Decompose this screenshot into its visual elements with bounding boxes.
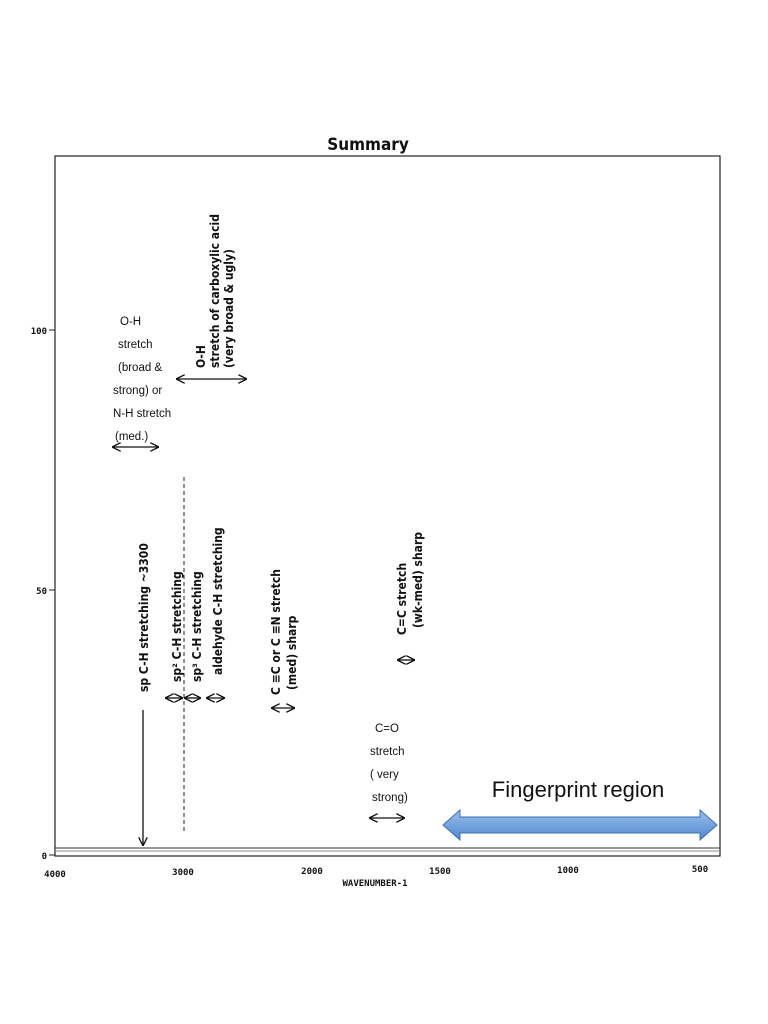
- annotation-line: (broad &: [118, 362, 162, 374]
- annotation-line: stretch: [370, 746, 405, 758]
- x-axis: 4000 3000 2000 1500 1000 500 WAVENUMBER-…: [44, 865, 708, 889]
- annotation-line: (med.): [115, 431, 148, 443]
- annotation-line: sp³ C-H stretching: [190, 571, 204, 682]
- annotation-line: (very broad & ugly): [222, 249, 236, 368]
- x-tick-label: 1000: [557, 866, 579, 876]
- annotation-line: sp² C-H stretching: [170, 571, 184, 682]
- annotation-line: aldehyde C-H stretching: [211, 527, 225, 675]
- annotation-line: (wk-med) sharp: [411, 532, 425, 628]
- x-tick-label: 4000: [44, 870, 66, 880]
- sp2-sp3-annotation: sp² C-H stretching sp³ C-H stretching: [166, 571, 204, 698]
- annotation-line: strong): [372, 792, 408, 804]
- aldehyde-annotation: aldehyde C-H stretching: [207, 527, 225, 698]
- x-tick-label: 500: [692, 865, 708, 875]
- fingerprint-region: Fingerprint region: [442, 777, 718, 842]
- x-axis-label: WAVENUMBER-1: [342, 879, 407, 889]
- oh-nh-annotation: O-H stretch (broad & strong) or N-H stre…: [113, 316, 171, 447]
- annotation-line: (med) sharp: [285, 615, 299, 690]
- triple-bond-annotation: C ≡C or C ≡N stretch (med) sharp: [269, 569, 299, 708]
- region-label: Fingerprint region: [492, 777, 664, 802]
- annotation-line: O-H: [120, 316, 141, 328]
- plot-frame: [54, 155, 721, 857]
- carboxylic-annotation: O-H stretch of carboxylic acid (very bro…: [177, 214, 246, 379]
- annotation-line: ( very: [370, 769, 399, 781]
- y-tick-label: 50: [36, 587, 47, 597]
- cc-double-annotation: C=C stretch (wk-med) sharp: [395, 532, 425, 660]
- annotation-line: C ≡C or C ≡N stretch: [269, 569, 283, 695]
- co-annotation: C=O stretch ( very strong): [370, 723, 408, 818]
- annotation-line: N-H stretch: [113, 408, 171, 420]
- x-tick-label: 1500: [429, 867, 451, 877]
- annotation-line: C=O: [375, 723, 399, 735]
- annotation-line: sp C-H stretching ~3300: [137, 543, 151, 692]
- title: Summary: [327, 135, 409, 155]
- region-arrow: [442, 808, 718, 842]
- x-tick-label: 3000: [172, 868, 194, 878]
- y-tick-label: 100: [31, 327, 47, 337]
- annotation-line: strong) or: [113, 385, 162, 397]
- annotation-line: O-H: [194, 345, 208, 368]
- y-tick-label: 0: [42, 852, 47, 862]
- annotation-line: stretch: [118, 339, 153, 351]
- annotation-line: C=C stretch: [395, 563, 409, 635]
- annotation-line: stretch of carboxylic acid: [208, 214, 222, 368]
- sp-ch-annotation: sp C-H stretching ~3300: [137, 543, 151, 845]
- x-tick-label: 2000: [301, 867, 323, 877]
- y-axis: 100 50 0: [31, 327, 55, 862]
